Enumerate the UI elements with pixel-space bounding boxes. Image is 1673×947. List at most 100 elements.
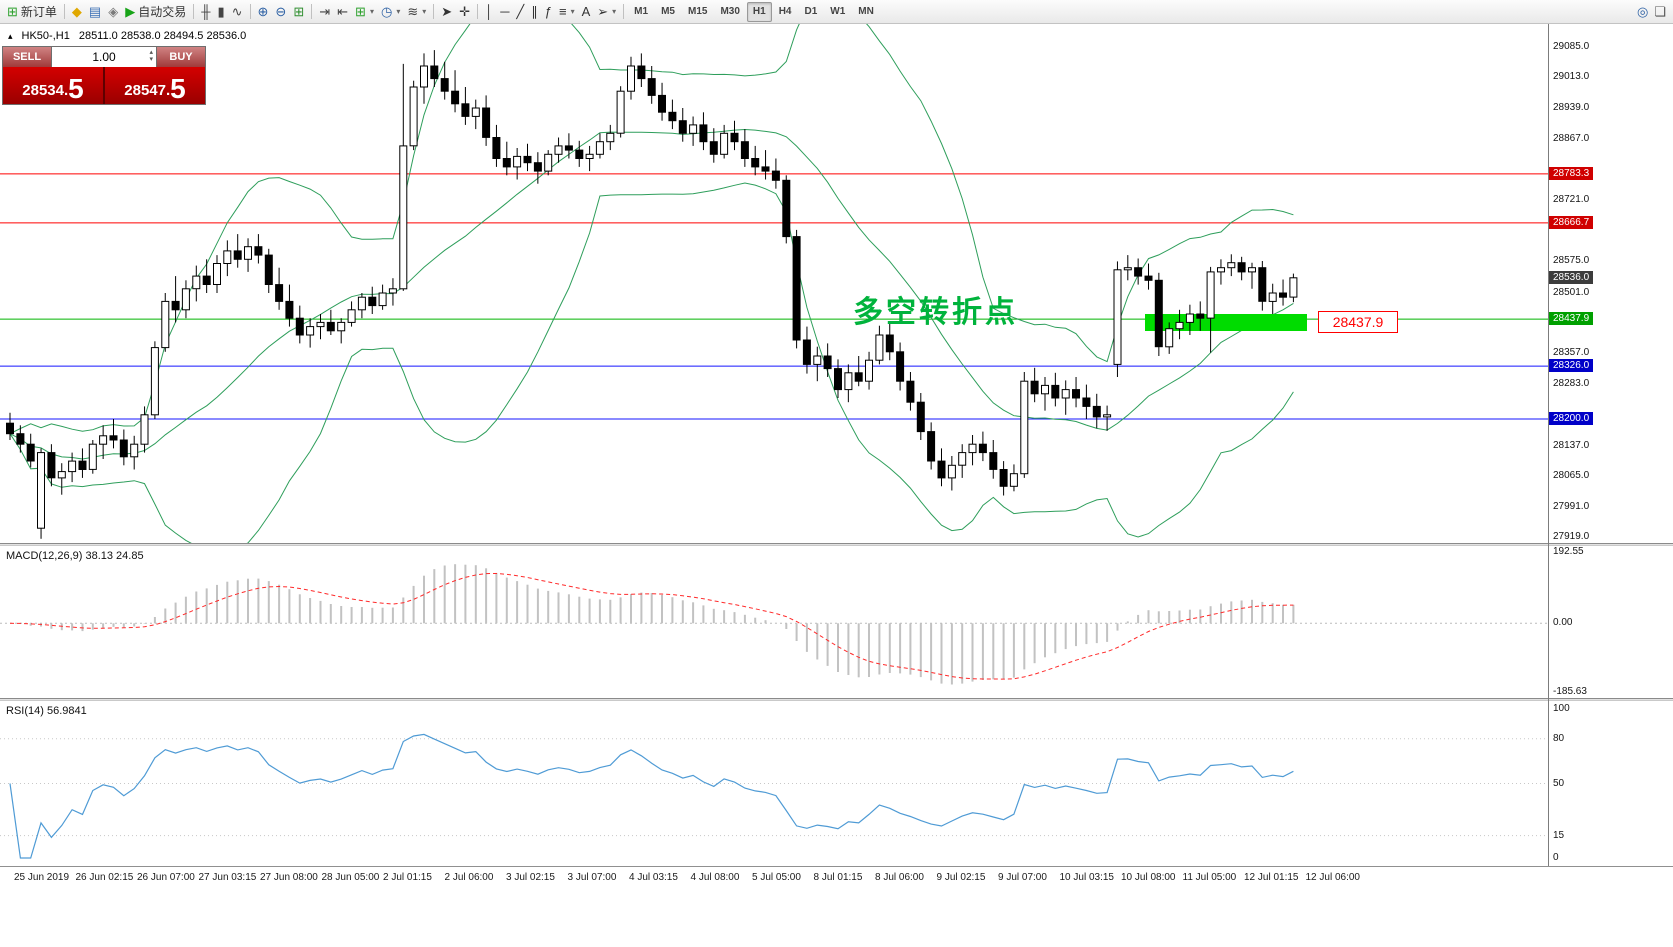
bar-chart-button[interactable]: ╫ bbox=[198, 2, 213, 22]
buy-price-button[interactable]: 28547. 5 bbox=[105, 67, 205, 104]
profiles-icon: ◷ bbox=[380, 4, 393, 19]
vertical-line-button[interactable]: │ bbox=[482, 2, 496, 22]
toolbar-separator bbox=[433, 4, 435, 19]
horizontal-line-button[interactable]: ─ bbox=[497, 2, 512, 22]
text-button[interactable]: A bbox=[579, 2, 594, 22]
price-tick: 28939.0 bbox=[1553, 102, 1590, 113]
buy-button[interactable]: BUY bbox=[156, 47, 205, 67]
time-axis-label: 2 Jul 06:00 bbox=[444, 872, 494, 883]
one-click-trading-panel: SELL 1.00 ▴ ▾ BUY 28534. 5 28547. 5 bbox=[2, 46, 206, 105]
sell-button[interactable]: SELL bbox=[3, 47, 52, 67]
timeframe-mn-button[interactable]: MN bbox=[858, 6, 874, 17]
time-axis[interactable]: 25 Jun 2019 26 Jun 02:15 26 Jun 07:00 27 Ju… bbox=[0, 866, 1673, 897]
rsi-axis-label: 100 bbox=[1553, 703, 1570, 714]
macd-plot[interactable] bbox=[0, 546, 1548, 698]
window-list-button[interactable]: ❏ bbox=[1651, 2, 1669, 22]
fibonacci-button[interactable]: ƒ bbox=[542, 2, 555, 22]
sell-price-button[interactable]: 28534. 5 bbox=[3, 67, 103, 104]
macd-axis-label: 192.55 bbox=[1553, 546, 1584, 557]
equidistant-channel-button[interactable]: ∥ bbox=[528, 2, 541, 22]
main-chart-plot[interactable] bbox=[0, 24, 1548, 543]
price-line-tag: 28783.3 bbox=[1549, 167, 1594, 180]
timeframe-m5-button[interactable]: M5 bbox=[661, 6, 675, 17]
arrows-dropdown[interactable]: ➢ ▾ bbox=[594, 2, 619, 22]
volume-down-icon[interactable]: ▾ bbox=[149, 56, 153, 63]
timeframe-m1-button[interactable]: M1 bbox=[634, 6, 649, 17]
time-axis-label: 3 Jul 02:15 bbox=[506, 872, 555, 883]
line-chart-button[interactable]: ∿ bbox=[229, 2, 246, 22]
market-watch-icon: ▤ bbox=[88, 4, 102, 19]
candles-series bbox=[6, 50, 1298, 539]
cursor-button[interactable]: ➤ bbox=[438, 2, 455, 22]
time-axis-label: 27 Jun 08:00 bbox=[260, 872, 318, 883]
rsi-axis-label: 80 bbox=[1553, 733, 1565, 744]
time-axis-label: 27 Jun 03:15 bbox=[198, 872, 257, 883]
volume-up-icon[interactable]: ▴ bbox=[149, 49, 153, 56]
trendline-icon: ╱ bbox=[516, 4, 525, 19]
price-line-tag: 28666.7 bbox=[1549, 216, 1594, 229]
timeframe-m30-button[interactable]: M30 bbox=[720, 6, 740, 17]
macd-indicator-label: MACD(12,26,9) 38.13 24.85 bbox=[6, 550, 144, 562]
ohlc-values: 28511.0 28538.0 28494.5 28536.0 bbox=[78, 30, 247, 42]
metaeditor-button[interactable]: ◆ bbox=[69, 2, 85, 22]
caret-down-icon: ▾ bbox=[396, 7, 401, 16]
fibonacci-icon: ƒ bbox=[544, 4, 552, 19]
tile-windows-button[interactable]: ⊞ bbox=[290, 2, 307, 22]
highlight-price-label[interactable]: 28437.9 bbox=[1318, 311, 1398, 333]
bar-chart-icon: ╫ bbox=[201, 4, 211, 19]
timeframe-m15-button[interactable]: M15 bbox=[687, 6, 708, 17]
panel-splitter[interactable] bbox=[0, 698, 1673, 701]
one-click-toggle-icon[interactable]: ▴ bbox=[8, 30, 13, 41]
zoom-out-button[interactable]: ⊖ bbox=[272, 2, 289, 22]
timeframe-w1-button[interactable]: W1 bbox=[830, 6, 846, 17]
timeframe-h1-button[interactable]: H1 bbox=[746, 1, 772, 22]
volume-spinner[interactable]: ▴ ▾ bbox=[149, 49, 153, 63]
indicators-dropdown[interactable]: ≋ ▾ bbox=[404, 2, 429, 22]
time-axis-label: 28 Jun 05:00 bbox=[321, 872, 380, 883]
profiles-dropdown[interactable]: ◷ ▾ bbox=[378, 2, 403, 22]
time-axis-label: 5 Jul 05:00 bbox=[752, 872, 801, 883]
volume-field[interactable]: 1.00 ▴ ▾ bbox=[52, 47, 156, 67]
price-axis-border bbox=[1548, 24, 1549, 866]
time-axis-label: 12 Jul 01:15 bbox=[1244, 872, 1299, 883]
price-tick: 29013.0 bbox=[1553, 71, 1590, 82]
new-chart-dropdown[interactable]: ⊞ ▾ bbox=[352, 2, 377, 22]
panel-splitter[interactable] bbox=[0, 543, 1673, 546]
new-order-button[interactable]: ⊞ 新订单 bbox=[4, 2, 60, 22]
indicators-icon: ≋ bbox=[407, 4, 419, 19]
auto-scroll-button[interactable]: ⇥ bbox=[316, 2, 333, 22]
time-axis-label: 2 Jul 01:15 bbox=[383, 872, 432, 883]
equidistant-channel-icon: ∥ bbox=[531, 4, 538, 19]
time-axis-label: 25 Jun 2019 bbox=[14, 872, 70, 883]
strategy-tester-button[interactable]: ◈ bbox=[105, 2, 121, 22]
highlight-zone-rect[interactable] bbox=[1145, 314, 1307, 331]
metaeditor-icon: ◆ bbox=[71, 4, 82, 19]
current-price-tag: 28536.0 bbox=[1549, 271, 1594, 284]
trendline-button[interactable]: ╱ bbox=[513, 2, 527, 22]
price-tick: 28867.0 bbox=[1553, 133, 1590, 144]
rsi-axis-label: 50 bbox=[1553, 778, 1565, 789]
search-button[interactable]: ◎ bbox=[1634, 2, 1651, 22]
price-tick: 28065.0 bbox=[1553, 470, 1590, 481]
time-axis-label: 12 Jul 06:00 bbox=[1305, 872, 1361, 883]
strategy-tester-icon: ◈ bbox=[108, 4, 119, 19]
search-icon: ◎ bbox=[1637, 4, 1649, 19]
rsi-plot[interactable] bbox=[0, 701, 1548, 866]
market-watch-button[interactable]: ▤ bbox=[86, 2, 104, 22]
price-tick: 27991.0 bbox=[1553, 501, 1590, 512]
candlestick-chart-button[interactable]: ▮ bbox=[214, 2, 227, 22]
price-tick: 29085.0 bbox=[1553, 41, 1590, 52]
autotrading-button[interactable]: ▶ 自动交易 bbox=[122, 2, 189, 22]
chart-annotation-text[interactable]: 多空转折点 bbox=[853, 296, 1018, 329]
chart-shift-button[interactable]: ⇤ bbox=[334, 2, 351, 22]
timeframe-h4-button[interactable]: H4 bbox=[778, 6, 792, 17]
zoom-in-button[interactable]: ⊕ bbox=[255, 2, 272, 22]
timeframe-d1-button[interactable]: D1 bbox=[804, 6, 818, 17]
time-axis-label: 3 Jul 07:00 bbox=[567, 872, 617, 883]
shapes-dropdown[interactable]: ≡ ▾ bbox=[556, 2, 578, 22]
price-tick: 28357.0 bbox=[1553, 347, 1590, 358]
crosshair-button[interactable]: ✛ bbox=[456, 2, 473, 22]
zoom-in-icon: ⊕ bbox=[257, 4, 269, 19]
toolbar-separator bbox=[63, 4, 65, 19]
